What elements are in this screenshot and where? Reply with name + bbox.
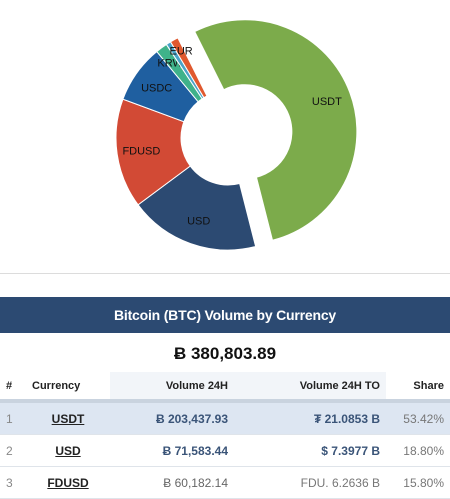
donut-slice-usd[interactable] <box>137 165 257 251</box>
row-volume: Ƀ 60,182.14 <box>110 466 234 499</box>
currency-link[interactable]: FDUSD <box>47 475 89 490</box>
total-volume: Ƀ 380,803.89 <box>173 344 277 363</box>
donut-slice-usdt[interactable] <box>194 19 358 241</box>
col-header-volume[interactable]: Volume 24H <box>110 372 234 403</box>
row-rank: 1 <box>0 401 26 435</box>
row-volume-to: ₮ 21.0853 B <box>234 401 386 435</box>
col-header-volume-to[interactable]: Volume 24H TO <box>234 372 386 403</box>
row-share: 53.42% <box>386 401 450 435</box>
row-volume: Ƀ 71,583.44 <box>110 434 234 467</box>
row-volume-to: $ 7.3977 B <box>234 434 386 467</box>
row-currency-cell: USDT <box>26 401 110 435</box>
row-rank: 2 <box>0 434 26 467</box>
row-volume-to: FDU. 6.2636 B <box>234 466 386 499</box>
slice-label-usdt: USDT <box>312 96 342 108</box>
currency-link[interactable]: USD <box>55 443 81 458</box>
row-currency-cell: FDUSD <box>26 466 110 499</box>
row-share: 18.80% <box>386 434 450 467</box>
table-row: 3 FDUSD Ƀ 60,182.14 FDU. 6.2636 B 15.80% <box>0 466 450 499</box>
slice-label-fdusd: FDUSD <box>122 145 160 157</box>
section-divider <box>0 273 450 274</box>
slice-label-usdc: USDC <box>141 82 172 94</box>
table-row: 1 USDT Ƀ 203,437.93 ₮ 21.0853 B 53.42% <box>0 401 450 435</box>
volume-by-currency-table: # Currency Volume 24H Volume 24H TO Shar… <box>0 372 450 499</box>
currency-share-donut-chart: USDT USD FDUSD USDC KRW EUR <box>115 19 358 251</box>
row-volume: Ƀ 203,437.93 <box>110 401 234 435</box>
row-share: 15.80% <box>386 466 450 499</box>
col-header-rank[interactable]: # <box>0 372 26 403</box>
row-currency-cell: USD <box>26 434 110 467</box>
slice-label-usd: USD <box>187 215 210 227</box>
table-header-row: # Currency Volume 24H Volume 24H TO Shar… <box>0 372 450 403</box>
table-row: 2 USD Ƀ 71,583.44 $ 7.3977 B 18.80% <box>0 434 450 467</box>
donut-slice-eur[interactable] <box>169 37 208 99</box>
slice-label-eur: EUR <box>170 45 193 57</box>
col-header-share[interactable]: Share <box>386 372 450 403</box>
currency-link[interactable]: USDT <box>51 411 85 426</box>
row-rank: 3 <box>0 466 26 499</box>
col-header-currency[interactable]: Currency <box>26 372 110 403</box>
panel-title: Bitcoin (BTC) Volume by Currency <box>0 297 450 333</box>
